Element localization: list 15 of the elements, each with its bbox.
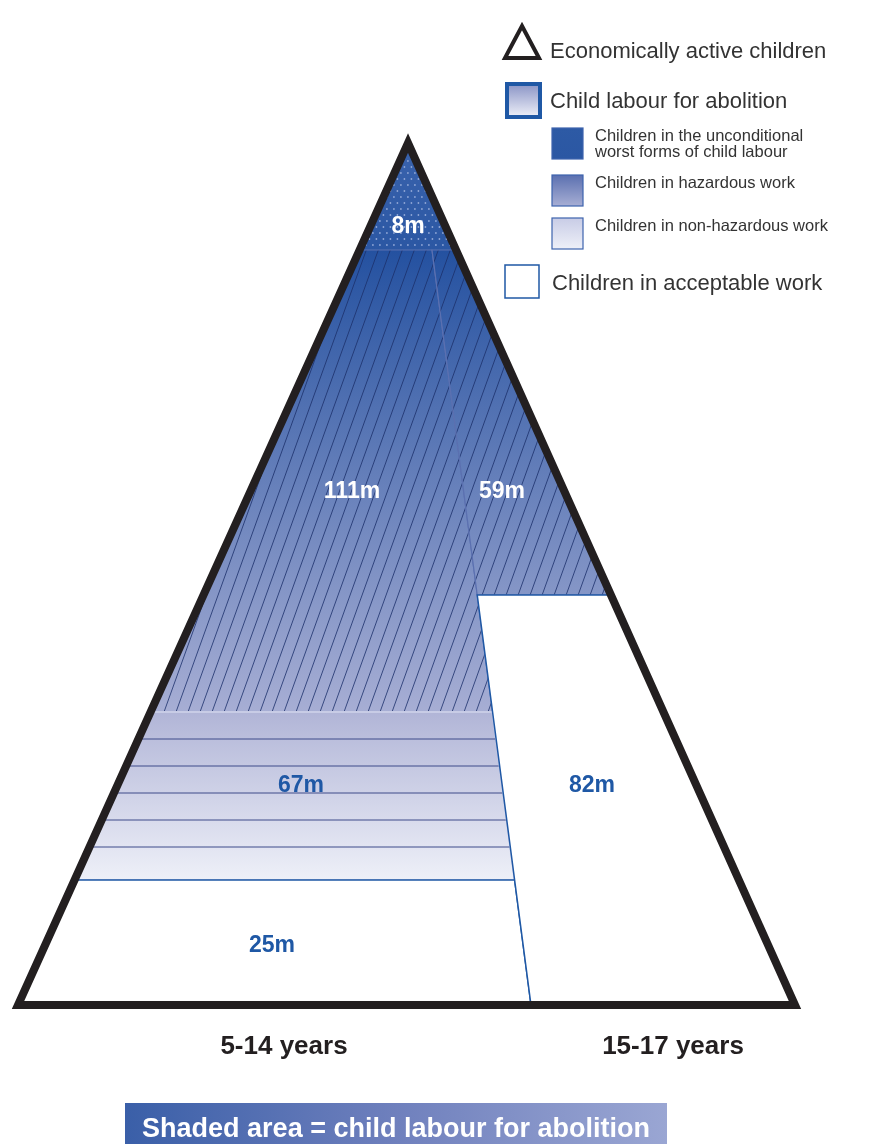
legend-label: Children in the unconditional worst forms of child labour — [594, 126, 804, 160]
text: Shaded area = child labour for abolition — [142, 1113, 650, 1143]
category-label: 15-17 years — [602, 1030, 744, 1060]
legend-label: Children in acceptable work — [552, 270, 824, 295]
data-label: 67m — [277, 771, 325, 797]
data-label: 25m — [248, 931, 296, 957]
legend-label: Children in hazardous work — [595, 173, 796, 191]
data-label: 111m — [323, 477, 381, 503]
category-label: 5-14 years — [220, 1030, 348, 1060]
data-label: 82m — [568, 771, 616, 797]
text: Economically active children — [550, 38, 827, 63]
legend-label: Children in non-hazardous work — [595, 216, 829, 234]
data-label: 59m — [478, 477, 526, 503]
text: Child labour for abolition — [550, 88, 788, 113]
data-label: 8m — [391, 212, 425, 238]
